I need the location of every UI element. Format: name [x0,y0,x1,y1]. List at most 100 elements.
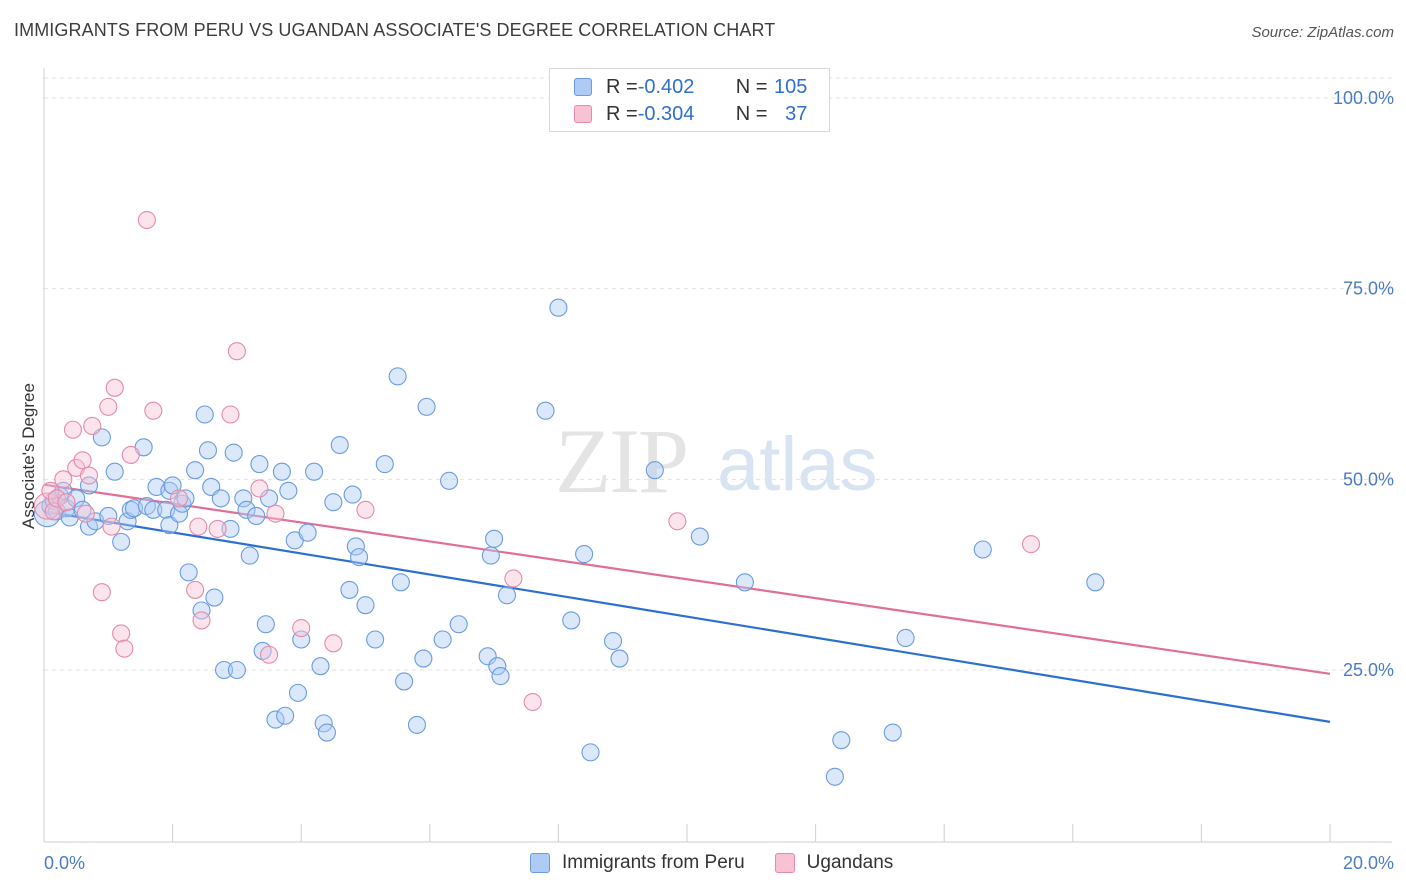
data-point[interactable] [195,405,214,424]
data-point[interactable] [340,580,359,599]
data-point[interactable] [99,397,118,416]
data-point[interactable] [279,481,298,500]
data-point[interactable] [169,489,189,508]
data-point[interactable] [63,420,82,439]
data-point[interactable] [488,657,507,676]
data-point[interactable] [112,624,131,643]
data-point[interactable] [311,657,330,676]
data-point[interactable] [1021,535,1041,554]
data-point[interactable] [234,489,253,508]
data-point[interactable] [221,405,240,424]
data-point[interactable] [83,416,102,435]
data-point[interactable] [144,401,163,420]
data-point[interactable] [440,471,459,490]
data-point[interactable] [581,743,600,762]
data-point[interactable] [478,647,497,666]
data-point[interactable] [324,493,343,512]
data-point[interactable] [47,489,66,508]
data-point[interactable] [391,573,410,592]
data-point[interactable] [198,441,218,460]
data-point[interactable] [214,660,234,680]
data-point[interactable] [668,512,687,531]
data-point[interactable] [99,506,118,525]
data-point[interactable] [240,546,259,565]
data-point[interactable] [250,479,269,498]
data-point[interactable] [549,298,568,317]
data-point[interactable] [224,443,243,462]
data-point[interactable] [317,723,336,742]
data-point[interactable] [266,710,285,729]
data-point[interactable] [504,569,523,588]
data-point[interactable] [356,500,375,519]
data-point[interactable] [208,519,227,538]
data-point[interactable] [272,462,291,481]
data-point[interactable] [388,367,407,386]
data-point[interactable] [137,210,156,230]
legend-item-uganda[interactable]: Ugandans [774,852,893,874]
data-point[interactable] [211,489,230,508]
data-point[interactable] [237,500,256,519]
data-point[interactable] [67,489,86,508]
data-point[interactable] [92,583,111,602]
data-point[interactable] [79,476,99,495]
data-point[interactable] [562,611,581,630]
data-point[interactable] [375,455,394,474]
data-point[interactable] [179,563,198,582]
data-point[interactable] [259,645,279,664]
data-point[interactable] [330,435,349,455]
data-point[interactable] [346,537,365,556]
data-point[interactable] [356,596,375,615]
data-point[interactable] [350,548,369,567]
data-point[interactable] [192,601,211,620]
data-point[interactable] [189,517,208,536]
data-point[interactable] [250,455,269,474]
data-point[interactable] [292,619,311,638]
data-point[interactable] [395,672,414,691]
data-point[interactable] [102,517,121,536]
data-point[interactable] [825,767,844,786]
data-point[interactable] [105,462,124,481]
data-point[interactable] [115,639,134,658]
data-point[interactable] [76,504,95,523]
data-point[interactable] [227,660,246,680]
data-point[interactable] [288,683,308,702]
data-point[interactable] [324,634,343,653]
data-point[interactable] [645,461,664,480]
data-point[interactable] [186,461,205,480]
data-point[interactable] [227,342,246,361]
data-point[interactable] [247,506,266,525]
data-point[interactable] [417,397,436,416]
data-point[interactable] [41,481,60,500]
data-point[interactable] [449,615,468,634]
data-point[interactable] [160,481,179,500]
data-point[interactable] [144,500,163,519]
data-point[interactable] [366,630,385,649]
data-point[interactable] [256,615,275,634]
data-point[interactable] [105,378,124,397]
data-point[interactable] [121,445,140,464]
data-point[interactable] [883,723,902,742]
data-point[interactable] [407,715,426,734]
data-point[interactable] [973,540,992,559]
data-point[interactable] [57,493,76,512]
data-point[interactable] [485,529,504,548]
data-point[interactable] [266,504,285,523]
data-point[interactable] [832,731,851,750]
data-point[interactable] [221,519,240,538]
data-point[interactable] [169,504,189,523]
data-point[interactable] [690,527,709,546]
data-point[interactable] [610,649,629,668]
data-point[interactable] [205,588,224,607]
data-point[interactable] [173,494,192,513]
data-point[interactable] [433,630,452,649]
data-point[interactable] [186,580,205,599]
data-point[interactable] [497,586,517,605]
data-point[interactable] [112,532,131,551]
data-point[interactable] [343,485,362,504]
data-point[interactable] [73,451,92,470]
data-point[interactable] [896,628,915,648]
data-point[interactable] [192,611,211,630]
data-point[interactable] [536,401,555,420]
data-point[interactable] [735,573,754,592]
data-point[interactable] [176,489,195,508]
